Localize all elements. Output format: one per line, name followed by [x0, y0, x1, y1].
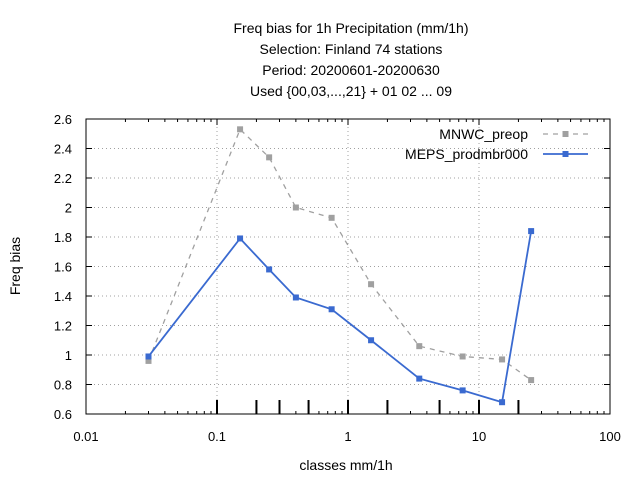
y-tick-label: 1.2 — [54, 319, 72, 334]
legend-label: MEPS_prodmbr000 — [405, 146, 528, 162]
data-point — [459, 387, 466, 394]
data-point — [528, 228, 535, 235]
data-point — [416, 343, 423, 350]
y-tick-label: 2 — [65, 201, 72, 216]
data-point — [266, 154, 273, 161]
title-line-3: Period: 20200601-20200630 — [262, 62, 440, 78]
data-point — [368, 337, 375, 344]
data-point — [292, 294, 299, 301]
series-layer — [145, 126, 535, 406]
title-line-2: Selection: Finland 74 stations — [260, 41, 443, 57]
data-point — [416, 375, 423, 382]
x-tick-label: 100 — [599, 429, 621, 444]
x-tick-label: 1 — [344, 429, 351, 444]
data-point — [328, 214, 335, 221]
y-tick-label: 0.6 — [54, 407, 72, 422]
legend-marker — [562, 151, 569, 157]
axis-ticks: 0.6 0.8 1 1.2 1.4 1.6 1.8 2 2.2 2.4 2.6 0.01 0.1 1 10 1… — [54, 112, 621, 444]
y-tick-label: 2.4 — [54, 142, 72, 157]
data-point — [499, 356, 506, 363]
series-line-0 — [147, 128, 532, 381]
y-tick-label: 1.6 — [54, 260, 72, 275]
y-tick-label: 2.2 — [54, 171, 72, 186]
y-tick-label: 1.4 — [54, 289, 72, 304]
data-point — [237, 126, 244, 133]
data-point — [145, 357, 152, 364]
title-line-1: Freq bias for 1h Precipitation (mm/1h) — [234, 20, 469, 36]
y-tick-label: 1.8 — [54, 230, 72, 245]
series-line-1 — [147, 230, 533, 404]
data-point — [499, 399, 506, 406]
data-point — [145, 353, 152, 360]
x-axis-label: classes mm/1h — [299, 457, 392, 473]
y-axis-label: Freq bias — [7, 237, 23, 295]
x-tick-label: 0.01 — [73, 429, 98, 444]
data-point — [292, 204, 299, 211]
data-point — [528, 377, 535, 384]
data-point — [328, 306, 335, 313]
legend: MNWC_preop MEPS_prodmbr000 — [405, 126, 588, 162]
data-point — [237, 235, 244, 242]
data-point — [266, 266, 273, 273]
data-point — [459, 353, 466, 360]
data-point — [368, 281, 375, 288]
title-line-4: Used {00,03,...,21} + 01 02 ... 09 — [250, 83, 452, 99]
x-tick-label: 10 — [472, 429, 486, 444]
legend-label: MNWC_preop — [439, 126, 528, 142]
x-tick-label: 0.1 — [208, 429, 226, 444]
y-tick-label: 2.6 — [54, 112, 72, 127]
y-tick-label: 1 — [65, 348, 72, 363]
chart-title: Freq bias for 1h Precipitation (mm/1h) S… — [234, 20, 469, 99]
y-tick-label: 0.8 — [54, 378, 72, 393]
grid-lines — [86, 119, 610, 414]
legend-marker — [562, 131, 569, 137]
